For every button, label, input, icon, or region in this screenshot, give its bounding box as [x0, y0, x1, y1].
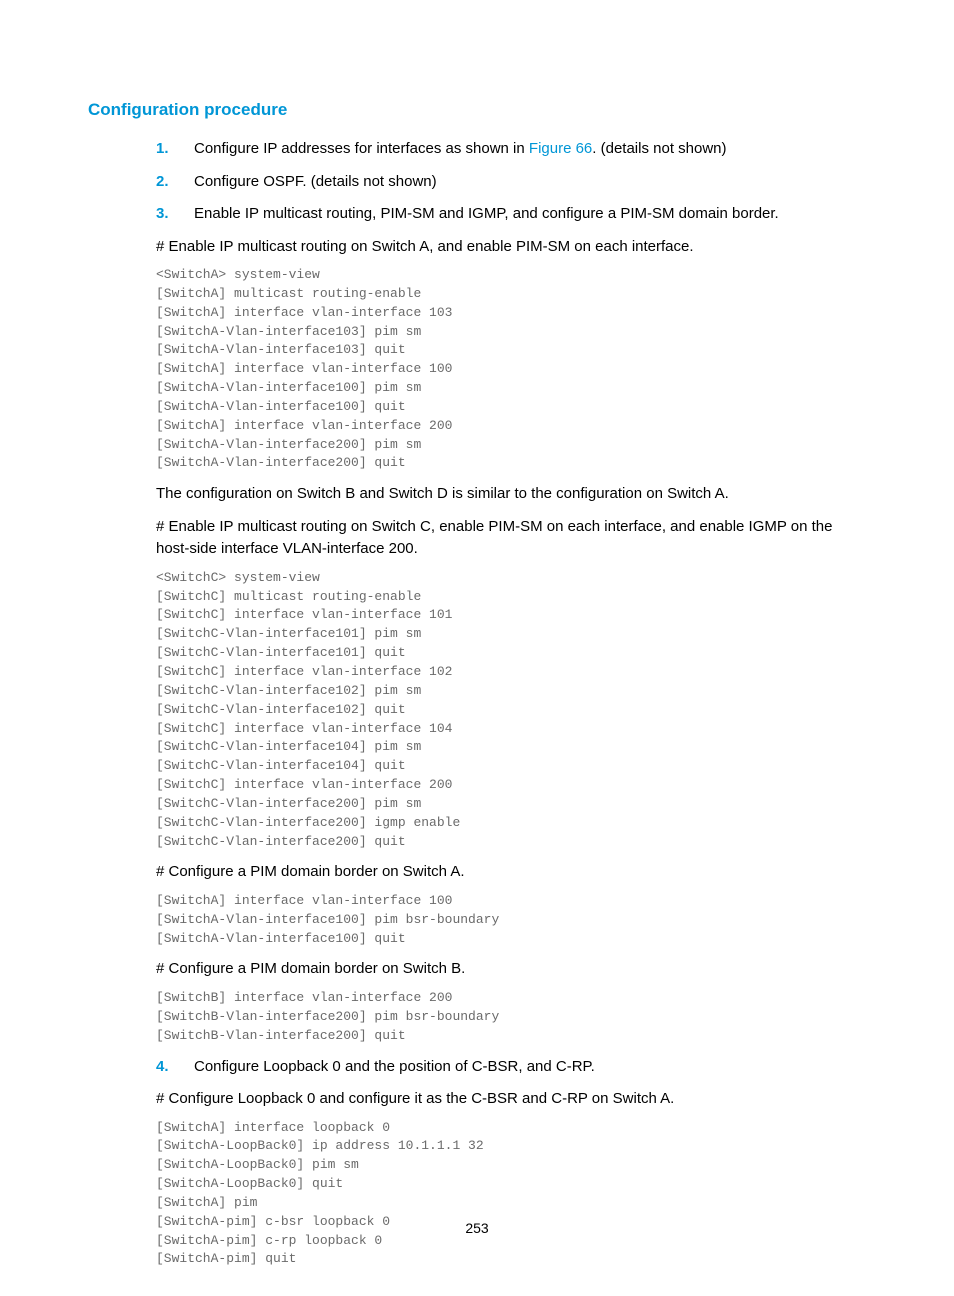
list-item: 4. Configure Loopback 0 and the position…: [88, 1056, 866, 1079]
code-block: <SwitchC> system-view [SwitchC] multicas…: [88, 569, 866, 852]
page-number: 253: [0, 1220, 954, 1236]
paragraph: # Configure a PIM domain border on Switc…: [88, 861, 866, 884]
list-item: 1. Configure IP addresses for interfaces…: [88, 138, 866, 161]
section-heading: Configuration procedure: [88, 100, 866, 120]
code-block: [SwitchA] interface loopback 0 [SwitchA-…: [88, 1119, 866, 1270]
list-text: Configure IP addresses for interfaces as…: [194, 138, 866, 161]
list-number: 3.: [156, 203, 194, 226]
figure-link[interactable]: Figure 66: [529, 140, 592, 157]
list-text: Configure OSPF. (details not shown): [194, 171, 866, 194]
list-item: 2. Configure OSPF. (details not shown): [88, 171, 866, 194]
list-text: Configure Loopback 0 and the position of…: [194, 1056, 866, 1079]
paragraph: # Enable IP multicast routing on Switch …: [88, 516, 866, 561]
code-block: [SwitchB] interface vlan-interface 200 […: [88, 989, 866, 1046]
list-number: 4.: [156, 1056, 194, 1079]
list-text: Enable IP multicast routing, PIM-SM and …: [194, 203, 866, 226]
paragraph: # Configure Loopback 0 and configure it …: [88, 1088, 866, 1111]
paragraph: # Configure a PIM domain border on Switc…: [88, 958, 866, 981]
page-content: Configuration procedure 1. Configure IP …: [0, 0, 954, 1269]
text-suffix: . (details not shown): [592, 140, 726, 157]
text-prefix: Configure IP addresses for interfaces as…: [194, 140, 529, 157]
code-block: [SwitchA] interface vlan-interface 100 […: [88, 892, 866, 949]
list-item: 3. Enable IP multicast routing, PIM-SM a…: [88, 203, 866, 226]
code-block: <SwitchA> system-view [SwitchA] multicas…: [88, 266, 866, 473]
list-number: 1.: [156, 138, 194, 161]
list-number: 2.: [156, 171, 194, 194]
paragraph: The configuration on Switch B and Switch…: [88, 483, 866, 506]
paragraph: # Enable IP multicast routing on Switch …: [88, 236, 866, 259]
